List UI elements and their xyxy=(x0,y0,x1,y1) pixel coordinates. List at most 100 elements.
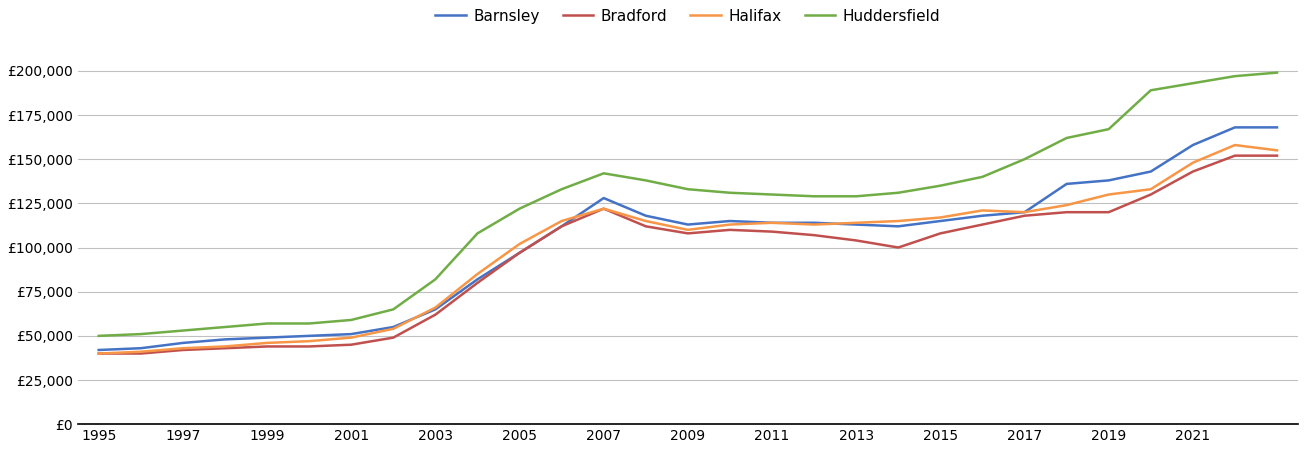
Bradford xyxy=(385,335,401,340)
Halifax xyxy=(175,346,191,351)
Huddersfield xyxy=(1270,70,1285,75)
Huddersfield xyxy=(217,324,232,330)
Halifax xyxy=(1058,202,1074,208)
Huddersfield xyxy=(301,321,317,326)
Halifax xyxy=(343,335,359,340)
Bradford xyxy=(1185,169,1201,174)
Halifax xyxy=(133,349,149,355)
Bradford xyxy=(91,351,107,356)
Halifax xyxy=(260,340,275,346)
Huddersfield xyxy=(133,331,149,337)
Halifax xyxy=(1185,160,1201,166)
Barnsley xyxy=(553,224,569,229)
Barnsley xyxy=(385,324,401,330)
Huddersfield xyxy=(975,174,990,180)
Barnsley xyxy=(1270,125,1285,130)
Barnsley xyxy=(1017,210,1032,215)
Bradford xyxy=(722,227,737,233)
Barnsley xyxy=(512,250,527,256)
Huddersfield xyxy=(91,333,107,338)
Barnsley xyxy=(1143,169,1159,174)
Huddersfield xyxy=(848,194,864,199)
Huddersfield xyxy=(175,328,191,333)
Barnsley xyxy=(343,331,359,337)
Bradford xyxy=(343,342,359,347)
Bradford xyxy=(512,250,527,256)
Halifax xyxy=(1270,148,1285,153)
Halifax xyxy=(512,241,527,247)
Bradford xyxy=(133,351,149,356)
Halifax xyxy=(1101,192,1117,197)
Bradford xyxy=(1270,153,1285,158)
Huddersfield xyxy=(553,186,569,192)
Line: Bradford: Bradford xyxy=(99,156,1278,354)
Barnsley xyxy=(1101,178,1117,183)
Halifax xyxy=(1227,142,1242,148)
Halifax xyxy=(217,344,232,349)
Bradford xyxy=(680,231,696,236)
Huddersfield xyxy=(470,231,485,236)
Huddersfield xyxy=(1227,73,1242,79)
Bradford xyxy=(301,344,317,349)
Bradford xyxy=(848,238,864,243)
Halifax xyxy=(596,206,612,211)
Barnsley xyxy=(260,335,275,340)
Bradford xyxy=(638,224,654,229)
Huddersfield xyxy=(1143,88,1159,93)
Barnsley xyxy=(1185,142,1201,148)
Barnsley xyxy=(975,213,990,218)
Huddersfield xyxy=(765,192,780,197)
Huddersfield xyxy=(890,190,906,195)
Barnsley xyxy=(217,337,232,342)
Halifax xyxy=(1017,210,1032,215)
Bradford xyxy=(933,231,949,236)
Halifax xyxy=(722,222,737,227)
Huddersfield xyxy=(1058,135,1074,141)
Bradford xyxy=(806,233,822,238)
Halifax xyxy=(890,218,906,224)
Barnsley xyxy=(470,277,485,282)
Bradford xyxy=(175,347,191,353)
Halifax xyxy=(806,222,822,227)
Bradford xyxy=(1017,213,1032,218)
Barnsley xyxy=(765,220,780,225)
Barnsley xyxy=(722,218,737,224)
Huddersfield xyxy=(385,306,401,312)
Halifax xyxy=(428,305,444,310)
Halifax xyxy=(470,271,485,277)
Bradford xyxy=(975,222,990,227)
Legend: Barnsley, Bradford, Halifax, Huddersfield: Barnsley, Bradford, Halifax, Huddersfiel… xyxy=(429,3,946,30)
Bradford xyxy=(890,245,906,250)
Bradford xyxy=(1101,210,1117,215)
Halifax xyxy=(553,218,569,224)
Huddersfield xyxy=(1017,157,1032,162)
Bradford xyxy=(1227,153,1242,158)
Bradford xyxy=(260,344,275,349)
Bradford xyxy=(596,206,612,211)
Line: Barnsley: Barnsley xyxy=(99,127,1278,350)
Huddersfield xyxy=(638,178,654,183)
Barnsley xyxy=(890,224,906,229)
Barnsley xyxy=(680,222,696,227)
Bradford xyxy=(765,229,780,234)
Barnsley xyxy=(1058,181,1074,187)
Barnsley xyxy=(91,347,107,353)
Halifax xyxy=(638,218,654,224)
Halifax xyxy=(680,227,696,233)
Halifax xyxy=(91,351,107,356)
Barnsley xyxy=(596,195,612,201)
Barnsley xyxy=(133,346,149,351)
Barnsley xyxy=(848,222,864,227)
Bradford xyxy=(428,312,444,317)
Halifax xyxy=(385,326,401,332)
Huddersfield xyxy=(806,194,822,199)
Halifax xyxy=(933,215,949,220)
Barnsley xyxy=(1227,125,1242,130)
Huddersfield xyxy=(933,183,949,189)
Huddersfield xyxy=(596,171,612,176)
Halifax xyxy=(301,338,317,344)
Halifax xyxy=(848,220,864,225)
Bradford xyxy=(1058,210,1074,215)
Barnsley xyxy=(175,340,191,346)
Barnsley xyxy=(638,213,654,218)
